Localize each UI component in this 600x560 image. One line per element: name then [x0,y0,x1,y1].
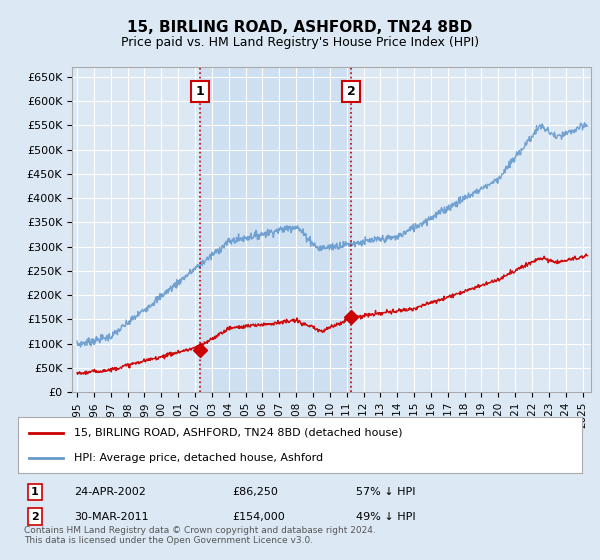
Text: 15, BIRLING ROAD, ASHFORD, TN24 8BD: 15, BIRLING ROAD, ASHFORD, TN24 8BD [127,20,473,35]
Text: 1: 1 [196,85,205,98]
Text: 15, BIRLING ROAD, ASHFORD, TN24 8BD (detached house): 15, BIRLING ROAD, ASHFORD, TN24 8BD (det… [74,428,403,438]
Text: HPI: Average price, detached house, Ashford: HPI: Average price, detached house, Ashf… [74,452,323,463]
Text: 30-MAR-2011: 30-MAR-2011 [74,512,149,522]
Text: Contains HM Land Registry data © Crown copyright and database right 2024.
This d: Contains HM Land Registry data © Crown c… [23,526,376,545]
Text: £86,250: £86,250 [232,487,278,497]
Text: 2: 2 [31,512,39,522]
Text: Price paid vs. HM Land Registry's House Price Index (HPI): Price paid vs. HM Land Registry's House … [121,36,479,49]
Bar [200,67,351,392]
Text: 1: 1 [31,487,39,497]
Text: 2: 2 [347,85,355,98]
Text: 24-APR-2002: 24-APR-2002 [74,487,146,497]
Text: 57% ↓ HPI: 57% ↓ HPI [356,487,416,497]
Text: 49% ↓ HPI: 49% ↓ HPI [356,512,416,522]
Text: £154,000: £154,000 [232,512,285,522]
